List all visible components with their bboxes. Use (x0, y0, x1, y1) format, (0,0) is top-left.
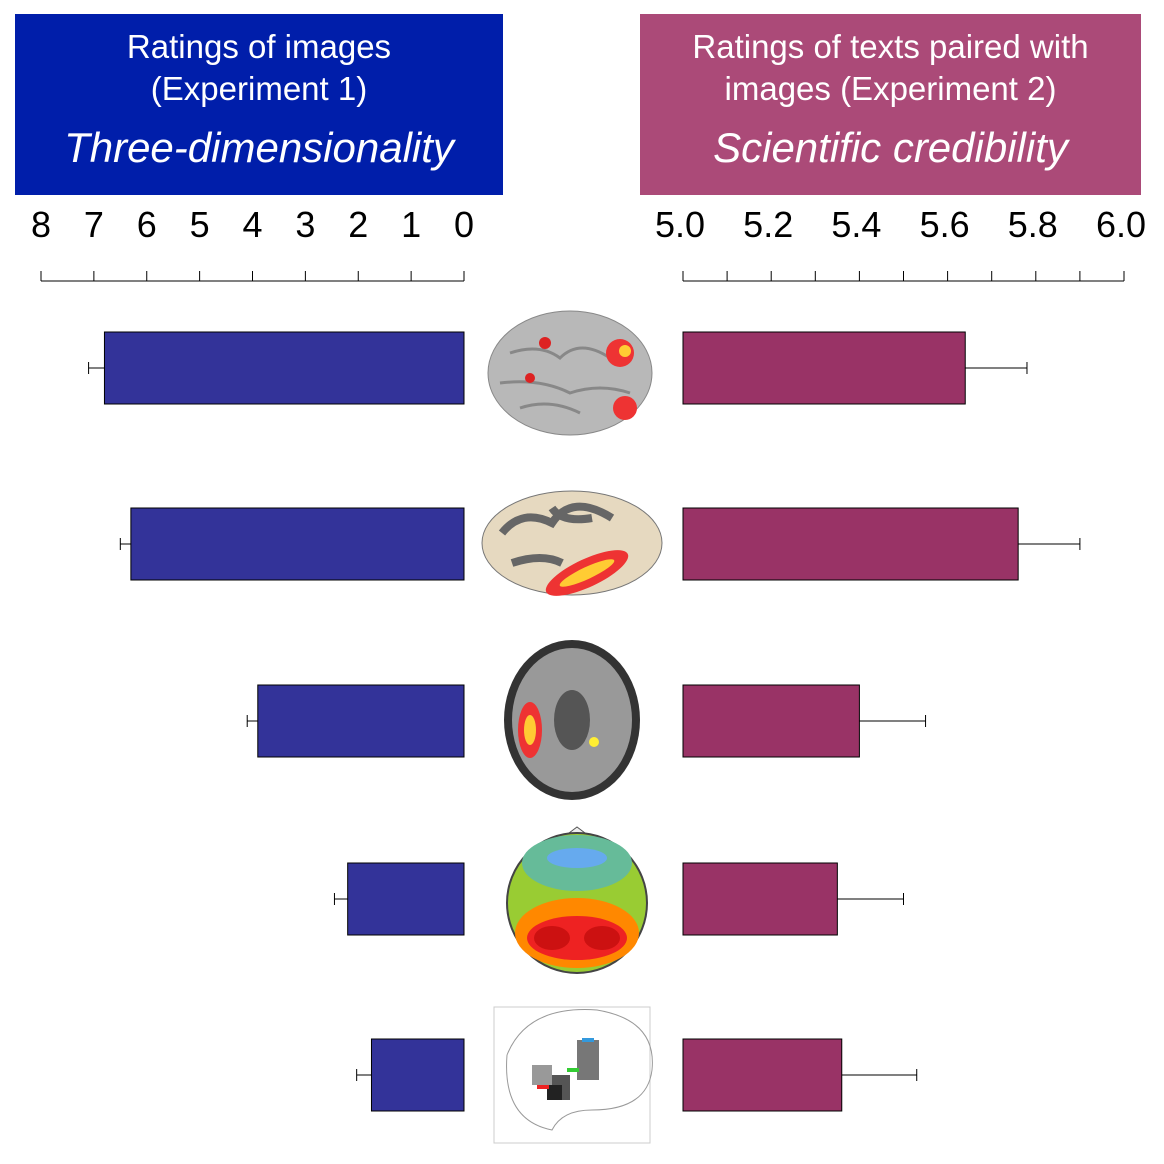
right-tick-label: 5.2 (743, 204, 793, 245)
glass-brain-image (493, 1006, 653, 1144)
right-header-subtitle: Scientific credibility (713, 124, 1068, 171)
left-tick-label: 0 (454, 204, 474, 245)
inflated-cortex-image (481, 490, 663, 596)
left-bar (370, 1038, 465, 1112)
left-tick-label: 2 (348, 204, 368, 245)
right-bar (682, 1038, 843, 1112)
left-bar (257, 684, 465, 758)
left-tick-label: 6 (137, 204, 157, 245)
left-bar (103, 331, 465, 405)
left-tick-label: 5 (190, 204, 210, 245)
left-tick-label: 7 (84, 204, 104, 245)
mri-slice-image (504, 640, 640, 800)
left-bar (130, 507, 465, 581)
right-bar (682, 331, 966, 405)
left-tick-label: 3 (295, 204, 315, 245)
right-header-title: Ratings of texts paired with images (Exp… (692, 28, 1089, 107)
left-tick-label: 4 (242, 204, 262, 245)
right-bar (682, 684, 860, 758)
right-bar (682, 862, 838, 936)
left-tick-label: 8 (31, 204, 51, 245)
left-header: Ratings of images (Experiment 1) Three-d… (15, 14, 503, 195)
right-tick-label: 5.4 (831, 204, 881, 245)
right-tick-label: 6.0 (1096, 204, 1146, 245)
right-tick-label: 5.8 (1008, 204, 1058, 245)
brain-render-image (487, 310, 653, 436)
left-tick-label: 1 (401, 204, 421, 245)
left-header-subtitle: Three-dimensionality (64, 124, 454, 171)
right-tick-label: 5.0 (655, 204, 705, 245)
eeg-topography-image (506, 826, 648, 974)
right-tick-label: 5.6 (920, 204, 970, 245)
right-header: Ratings of texts paired with images (Exp… (640, 14, 1141, 195)
right-bar (682, 507, 1019, 581)
left-bar (347, 862, 465, 936)
left-header-title: Ratings of images (Experiment 1) (126, 28, 392, 107)
